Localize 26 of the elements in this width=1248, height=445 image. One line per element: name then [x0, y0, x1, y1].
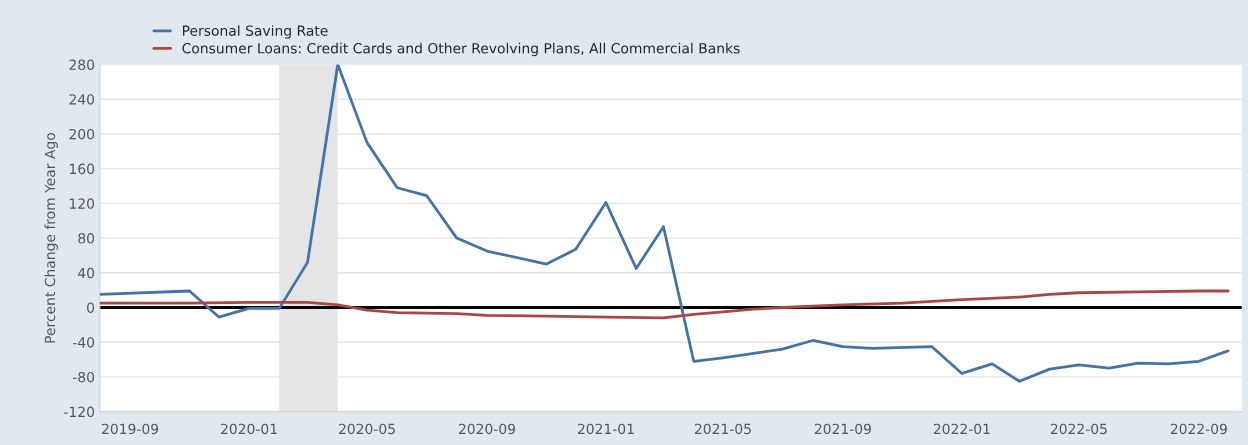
- x-tick-label: 2019-09: [102, 423, 159, 435]
- x-tick-label: 2020-01: [221, 423, 277, 435]
- line-series: [99, 64, 1230, 383]
- y-axis-title: Percent Change from Year Ago: [44, 133, 58, 343]
- y-tick-label: 120: [69, 198, 95, 209]
- x-tick-label: 2021-09: [814, 423, 871, 435]
- x-tick-label: 2022-09: [1170, 423, 1227, 435]
- x-tick-label: 2020-05: [339, 423, 395, 435]
- y-tick-label: 240: [69, 94, 95, 105]
- y-tick-label: 160: [69, 163, 95, 175]
- x-tick-label: 2022-05: [1050, 423, 1107, 435]
- y-tick-label: 200: [69, 128, 95, 140]
- y-tick-label: 0: [87, 302, 95, 313]
- x-tick-label: 2021-01: [577, 423, 634, 435]
- y-tick-label: -40: [72, 337, 95, 348]
- x-tick-label: 2021-05: [694, 423, 751, 435]
- y-tick-label: 80: [78, 233, 95, 244]
- legend-label: Personal Saving Rate: [182, 25, 328, 39]
- line-series: [99, 289, 1230, 320]
- legend-label: Consumer Loans: Credit Cards and Other Revolving Plans, All Commercial Banks: [182, 42, 740, 57]
- y-tick-label: -80: [72, 371, 95, 383]
- y-tick-label: 40: [77, 267, 95, 279]
- x-tick-label: 2022-01: [933, 423, 990, 435]
- y-tick-label: -120: [64, 406, 95, 418]
- x-tick-label: 2020-09: [458, 423, 516, 435]
- y-tick-label: 280: [69, 59, 95, 70]
